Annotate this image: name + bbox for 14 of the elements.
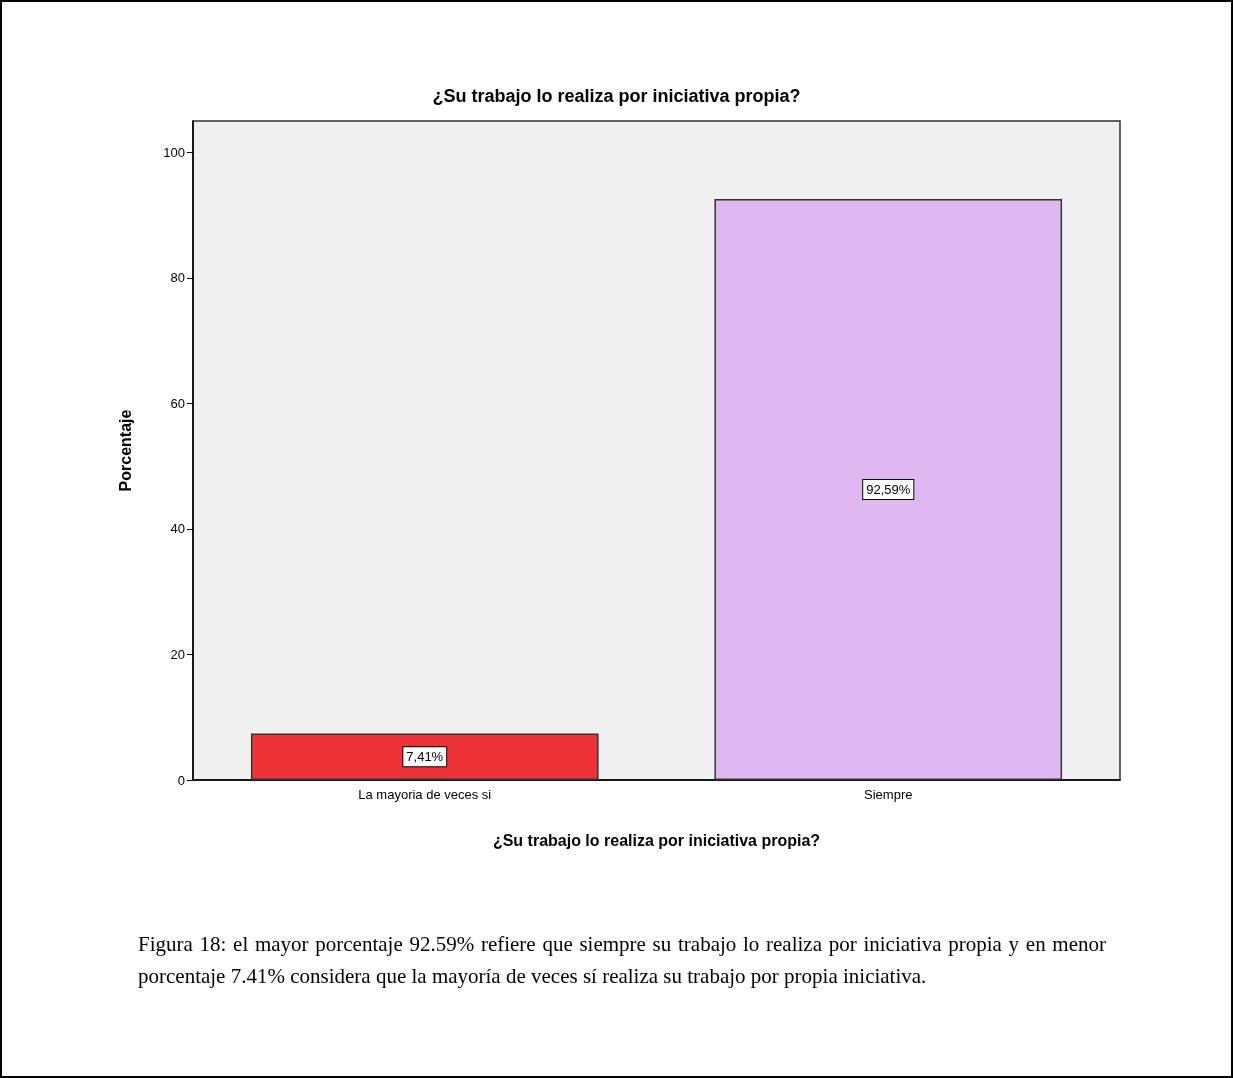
data-label: 92,59% <box>866 481 911 497</box>
y-tick-label: 60 <box>170 395 185 411</box>
y-tick-label: 20 <box>170 646 185 662</box>
data-label: 7,41% <box>406 749 444 765</box>
y-tick-label: 80 <box>170 270 185 286</box>
y-tick-label: 40 <box>170 521 185 537</box>
x-axis-title: ¿Su trabajo lo realiza por iniciativa propia? <box>492 831 821 849</box>
y-axis-title: Porcentaje <box>116 409 134 492</box>
chart-title: ¿Su trabajo lo realiza por iniciativa propia? <box>432 86 801 106</box>
x-tick-label: Siempre <box>864 787 913 802</box>
text: Figura 18: el mayor porcentaje 92.59% refiere que siempre su trabajo lo realiza por iniciativa propia y en menor porcentaje 7.41% considera que la mayoría de veces sí realiza su trabajo por propia iniciativa. <box>138 931 1106 990</box>
y-tick-label: 0 <box>177 772 185 788</box>
y-tick-label: 100 <box>163 144 185 160</box>
x-tick-label: La mayoria de veces si <box>358 787 492 802</box>
